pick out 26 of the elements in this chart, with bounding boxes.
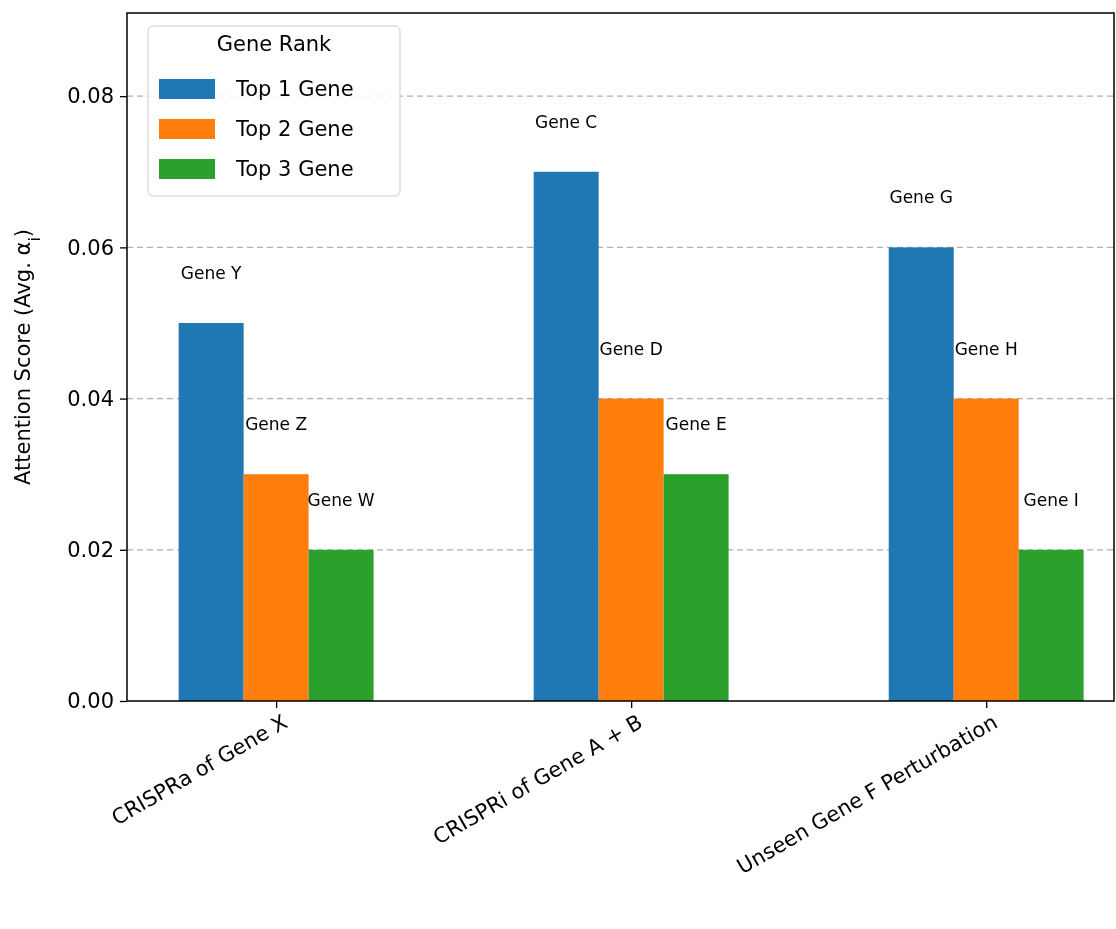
legend-title: Gene Rank xyxy=(216,32,333,56)
annotation: Gene E xyxy=(665,414,727,435)
bar xyxy=(953,398,1019,701)
annotation: Gene Y xyxy=(180,262,243,283)
bar xyxy=(1018,549,1084,701)
legend-label: Top 3 Gene xyxy=(235,157,354,182)
annotation: Gene D xyxy=(599,338,663,359)
y-tick-label: 0.02 xyxy=(67,538,114,563)
bar xyxy=(178,322,244,701)
legend-label: Top 1 Gene xyxy=(235,77,354,102)
bar xyxy=(308,549,374,701)
annotation: Gene Z xyxy=(245,414,308,435)
annotation: Gene H xyxy=(954,338,1018,359)
y-tick-label: 0.06 xyxy=(67,235,114,260)
legend-label: Top 2 Gene xyxy=(235,117,354,142)
y-tick-label: 0.04 xyxy=(67,386,114,411)
bar xyxy=(598,398,664,701)
bar xyxy=(888,247,954,701)
annotation: Gene C xyxy=(535,111,598,132)
y-tick-label: 0.00 xyxy=(67,689,114,714)
bar xyxy=(533,171,599,701)
bar xyxy=(243,474,309,701)
annotation: Gene G xyxy=(889,187,953,208)
annotation: Gene I xyxy=(1023,489,1079,510)
bar xyxy=(663,474,729,701)
y-tick-label: 0.08 xyxy=(67,84,114,109)
